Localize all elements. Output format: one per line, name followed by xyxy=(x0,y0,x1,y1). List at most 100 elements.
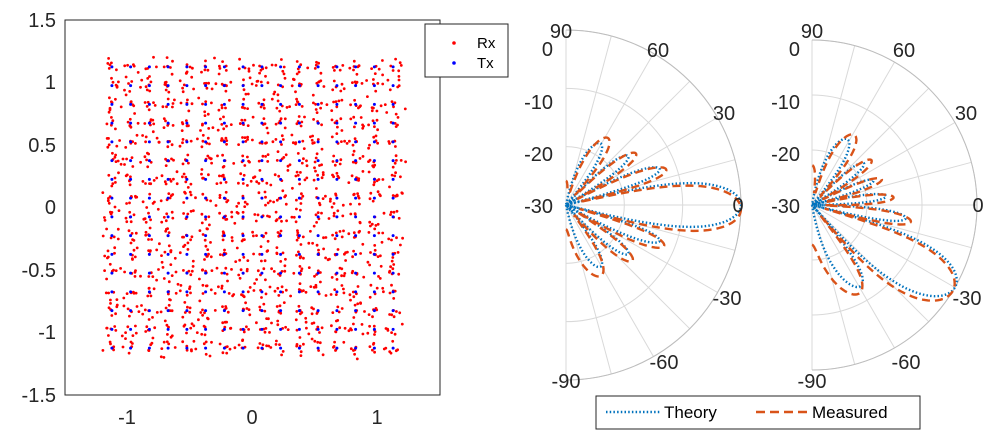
rx-point xyxy=(111,182,115,186)
rx-point xyxy=(173,346,177,349)
rx-point xyxy=(218,193,222,197)
rx-point xyxy=(169,263,173,266)
tx-point xyxy=(354,159,358,163)
rx-point xyxy=(181,315,185,319)
rx-point xyxy=(251,138,254,142)
rx-point xyxy=(220,174,224,178)
rx-point xyxy=(126,307,130,311)
rx-point xyxy=(330,118,334,122)
rx-point xyxy=(295,310,299,313)
rx-point xyxy=(324,256,327,260)
rx-point xyxy=(319,280,322,284)
rx-point xyxy=(133,112,137,115)
rx-point xyxy=(123,163,126,166)
tx-point xyxy=(185,346,189,350)
rx-point xyxy=(162,340,166,344)
theta-tick-label: 30 xyxy=(713,103,735,125)
rx-point xyxy=(131,257,134,260)
rx-point xyxy=(246,155,249,159)
rx-point xyxy=(295,344,299,348)
rx-point xyxy=(335,105,339,109)
rx-point xyxy=(157,268,160,271)
rx-point xyxy=(224,136,228,140)
rx-point xyxy=(164,88,168,92)
rx-point xyxy=(397,216,401,220)
rx-point xyxy=(241,182,245,185)
rx-point xyxy=(286,328,290,331)
tx-point xyxy=(204,65,208,69)
rx-point xyxy=(288,105,291,108)
r-tick-label: -10 xyxy=(524,92,553,114)
tx-point xyxy=(204,102,208,106)
legend-label-tx: Tx xyxy=(477,55,494,72)
rx-point xyxy=(171,59,174,63)
rx-point xyxy=(299,208,302,212)
tx-point xyxy=(335,177,339,181)
tx-point xyxy=(166,346,170,350)
rx-point xyxy=(168,309,172,312)
tx-point xyxy=(185,65,189,69)
rx-point xyxy=(368,345,372,348)
rx-point xyxy=(282,301,286,304)
rx-point xyxy=(171,124,175,127)
rx-point xyxy=(114,160,118,164)
rx-point xyxy=(210,269,214,272)
rx-point xyxy=(336,174,340,178)
tx-point xyxy=(166,84,170,88)
rx-point xyxy=(373,227,377,231)
tx-point xyxy=(316,140,320,144)
rx-point xyxy=(247,159,251,163)
rx-point xyxy=(153,104,157,107)
rx-point xyxy=(198,299,202,303)
rx-point xyxy=(389,210,393,214)
rx-point xyxy=(268,331,271,334)
rx-point xyxy=(214,204,218,207)
rx-point xyxy=(348,293,352,297)
rx-point xyxy=(356,302,360,306)
rx-point xyxy=(312,141,316,145)
rx-point xyxy=(307,266,311,269)
tx-point xyxy=(222,84,226,88)
rx-point xyxy=(112,268,115,272)
tx-point xyxy=(185,159,189,163)
tx-point xyxy=(335,84,339,88)
y-tick-label: -0.5 xyxy=(22,260,56,282)
rx-point xyxy=(340,129,344,132)
rx-point xyxy=(230,210,234,214)
rx-point xyxy=(259,105,263,109)
rx-point xyxy=(189,139,193,143)
scatter-legend: Rx Tx xyxy=(424,23,509,78)
rx-point xyxy=(129,220,133,224)
tx-point xyxy=(297,121,301,125)
theta-tick-label: 60 xyxy=(647,40,669,62)
rx-point xyxy=(179,101,183,105)
rx-point xyxy=(220,82,224,86)
rx-point xyxy=(331,66,335,69)
rx-point xyxy=(316,340,320,344)
rx-point xyxy=(257,159,261,163)
rx-point xyxy=(357,179,360,182)
rx-point xyxy=(274,219,278,223)
rx-point xyxy=(317,80,320,84)
rx-point xyxy=(210,340,213,344)
rx-point xyxy=(206,316,209,320)
rx-point xyxy=(335,171,339,175)
tx-point xyxy=(166,327,170,331)
rx-point xyxy=(240,118,244,122)
rx-point xyxy=(246,259,250,262)
rx-point xyxy=(296,231,300,235)
rx-point xyxy=(203,114,207,117)
rx-point xyxy=(316,211,320,215)
rx-point xyxy=(219,253,222,256)
rx-point xyxy=(226,279,229,283)
rx-point xyxy=(135,246,139,250)
rx-point xyxy=(262,302,266,306)
rx-point xyxy=(264,292,268,296)
rx-point xyxy=(230,239,234,243)
tx-point xyxy=(204,140,208,144)
rx-point xyxy=(222,115,225,119)
rx-point xyxy=(305,159,308,163)
rx-point xyxy=(279,117,283,121)
rx-point xyxy=(221,153,225,157)
rx-point xyxy=(386,327,389,331)
